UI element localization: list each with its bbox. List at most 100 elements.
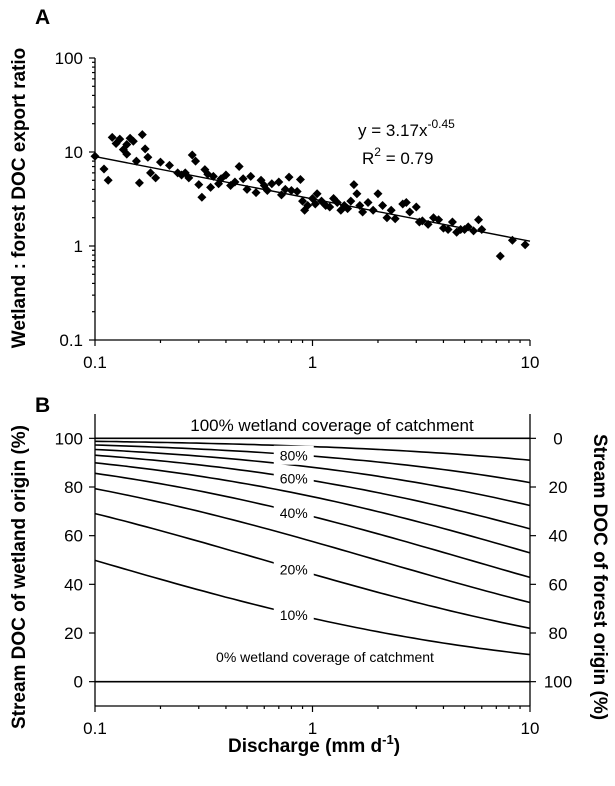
panel-b-y2label: Stream DOC of forest origin (%) [589, 434, 610, 720]
data-point [128, 136, 138, 146]
curve-label-bg [273, 559, 314, 579]
data-point [292, 187, 302, 197]
curve-label-bg [273, 445, 314, 465]
data-point [194, 180, 204, 190]
data-point [238, 174, 248, 184]
panel-a-letter: A [35, 6, 50, 29]
panel-b-xtick-label-10: 10 [521, 719, 540, 738]
data-point [131, 156, 141, 166]
panel-a: 0.1 1 10 100 0.1 1 10 [55, 49, 540, 372]
panel-b-xlabel: Discharge (mm d-1) [228, 732, 400, 757]
panel-b-ytick-label-40: 40 [64, 575, 83, 594]
panel-b-ytick-label-20: 20 [64, 624, 83, 643]
data-point [495, 251, 505, 261]
panel-b-y2tick-label-80: 80 [549, 624, 568, 643]
panel-b-y2tick-label-20: 20 [549, 478, 568, 497]
data-point [382, 213, 392, 223]
data-point [164, 160, 174, 170]
data-point [310, 199, 320, 209]
data-point [184, 173, 194, 183]
panel-b-ytick-label-100: 100 [55, 429, 83, 448]
data-point [234, 162, 244, 172]
data-point [390, 214, 400, 224]
curve-50pct [94, 462, 531, 554]
curve-30pct [94, 487, 531, 604]
data-point [447, 217, 457, 227]
data-point [520, 240, 530, 250]
data-point [107, 132, 117, 142]
data-point [373, 189, 383, 199]
data-point [295, 174, 305, 184]
panel-b-ytick-label-0: 0 [74, 673, 83, 692]
data-point [443, 224, 453, 234]
data-point [286, 185, 296, 195]
panel-a-ytick-label-1: 1 [74, 237, 83, 256]
curve-label-60pct: 60% [280, 471, 308, 487]
data-point [246, 171, 256, 181]
data-point [230, 177, 240, 187]
data-point [363, 198, 373, 208]
data-point [262, 185, 272, 195]
curve-70pct [94, 448, 531, 507]
data-point [251, 188, 261, 198]
data-point [122, 140, 132, 150]
panel-a-xtick-label-0.1: 0.1 [83, 353, 107, 372]
fit-r-squared: R2 = 0.79 [362, 145, 433, 168]
data-point [474, 215, 484, 225]
data-point [463, 222, 473, 232]
data-point [276, 190, 286, 200]
data-point [103, 175, 113, 185]
data-point [477, 224, 487, 234]
curve-label-bg [273, 468, 314, 488]
data-point [274, 177, 284, 187]
data-point [303, 200, 313, 210]
data-point [507, 235, 517, 245]
data-point [469, 226, 479, 236]
curve-label-80pct: 80% [280, 448, 308, 464]
curve-label-bg [273, 605, 314, 625]
data-point [378, 200, 388, 210]
data-point [349, 180, 359, 190]
data-point [122, 149, 132, 159]
panel-b-ytick-label-60: 60 [64, 527, 83, 546]
data-point [405, 207, 415, 217]
data-point [325, 202, 335, 212]
data-point [298, 196, 308, 206]
data-point [417, 216, 427, 226]
data-point [221, 170, 231, 180]
top-coverage-label: 100% wetland coverage of catchment [190, 416, 474, 435]
panel-b-y2tick-label-0: 0 [553, 429, 562, 448]
data-point [206, 182, 216, 192]
data-point [423, 219, 433, 229]
panel-b-y2tick-label-100: 100 [544, 673, 572, 692]
panel-a-ytick-label-100: 100 [55, 49, 83, 68]
data-point [280, 184, 290, 194]
bottom-coverage-label: 0% wetland coverage of catchment [216, 649, 434, 665]
fit-equation: y = 3.17x-0.45 [358, 117, 455, 140]
data-point [151, 173, 161, 183]
data-point [242, 184, 252, 194]
data-point [355, 200, 365, 210]
data-point [386, 205, 396, 215]
curve-label-20pct: 20% [280, 562, 308, 578]
data-point [352, 189, 362, 199]
data-point [434, 215, 444, 225]
data-point [312, 189, 322, 199]
data-point [208, 171, 218, 181]
panel-b-y2tick-label-40: 40 [549, 527, 568, 546]
data-point [187, 150, 197, 160]
panel-b-y2tick-label-60: 60 [549, 575, 568, 594]
panel-a-ytick-label-0.1: 0.1 [59, 331, 83, 350]
data-point [267, 179, 277, 189]
panel-b-ytick-label-80: 80 [64, 478, 83, 497]
data-point [401, 198, 411, 208]
panel-a-ylabel: Wetland : forest DOC export ratio [9, 48, 30, 349]
panel-a-ytick-label-10: 10 [64, 143, 83, 162]
data-point [99, 164, 109, 174]
data-point [146, 168, 156, 178]
panel-a-xtick-label-10: 10 [521, 353, 540, 372]
data-point [368, 205, 378, 215]
data-point [411, 202, 421, 212]
data-point [90, 151, 100, 161]
